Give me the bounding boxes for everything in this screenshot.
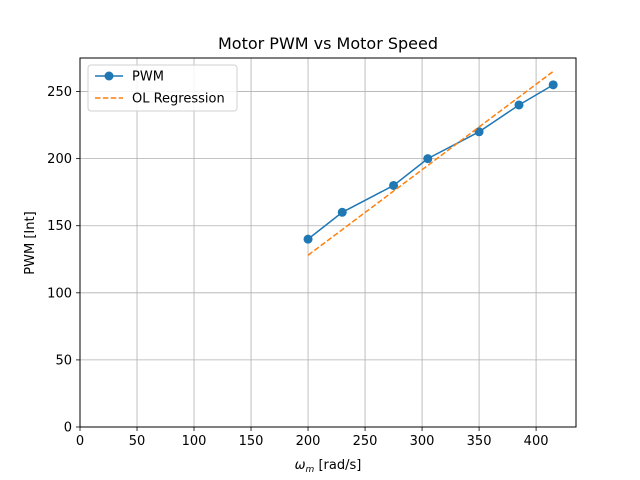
y-tick-label: 150 [47,219,72,234]
x-tick-label: 400 [524,434,549,449]
y-tick-label: 100 [47,286,72,301]
legend-box [87,64,238,112]
series-layer [303,70,558,256]
x-axis-label: ωm [rad/s] [295,458,362,475]
chart-title: Motor PWM vs Motor Speed [218,34,438,53]
pwm-data-point [548,80,558,90]
legend-label-ol-regression: OL Regression [132,92,225,107]
x-tick-label: 200 [296,434,321,449]
x-tick-label: 150 [239,434,264,449]
pwm-data-point [303,234,313,244]
legend: PWM OL Regression [87,64,238,112]
legend-label-pwm: PWM [132,70,164,85]
pwm-data-point [423,154,433,164]
pwm-data-point [337,207,347,217]
x-tick-label: 0 [76,434,84,449]
y-tick-label: 0 [64,421,72,436]
pwm-data-point [514,100,524,110]
y-axis-label: PWM [Int] [23,211,38,274]
x-tick-label: 100 [182,434,207,449]
x-tick-label: 350 [467,434,492,449]
x-tick-label: 50 [129,434,146,449]
ticks: 0 50 100 150 200 250 300 350 400 0 50 100 150 200 250 [47,85,548,449]
legend-marker-pwm [104,71,114,81]
ol-regression-series-line [307,70,554,256]
y-tick-label: 200 [47,152,72,167]
pwm-data-point [389,180,399,190]
x-tick-label: 300 [410,434,435,449]
y-tick-label: 50 [55,353,72,368]
x-tick-label: 250 [353,434,378,449]
y-tick-label: 250 [47,85,72,100]
plot-frame [79,57,577,428]
